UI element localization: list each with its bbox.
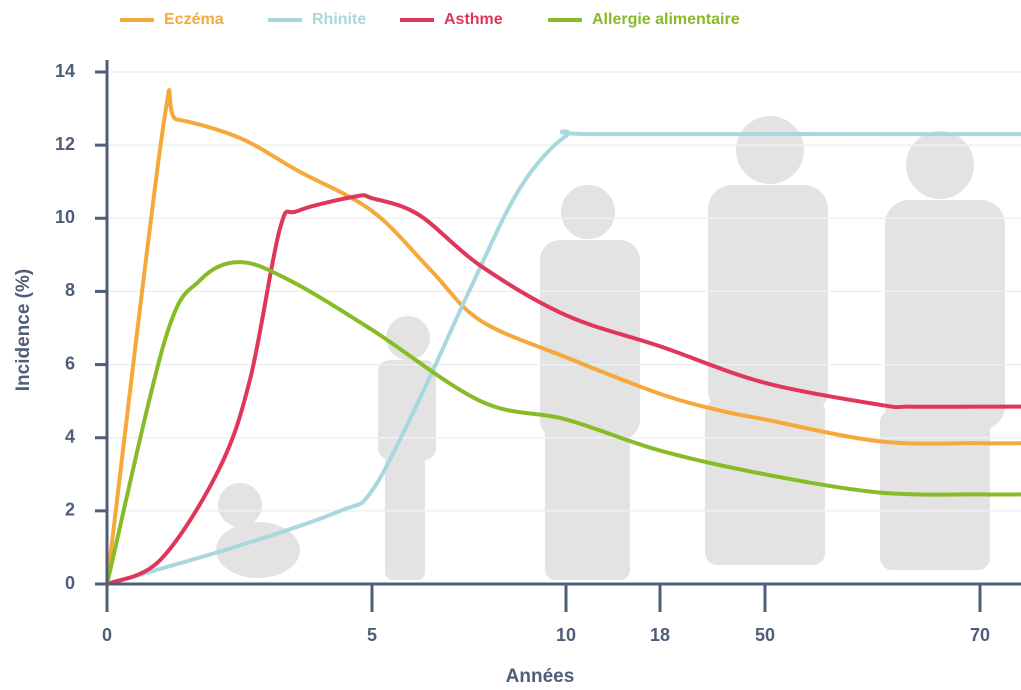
x-tick-label: 10 — [556, 625, 576, 645]
y-tick-label: 14 — [55, 61, 75, 81]
x-tick-label: 50 — [755, 625, 775, 645]
x-tick-label: 18 — [650, 625, 670, 645]
y-tick-label: 0 — [65, 573, 75, 593]
plot — [105, 88, 1021, 586]
legend-label: Rhinite — [312, 11, 366, 28]
x-axis-label: Années — [506, 666, 575, 687]
y-tick-label: 12 — [55, 134, 75, 154]
legend-label: Allergie alimentaire — [592, 11, 740, 28]
y-tick-label: 6 — [65, 353, 75, 373]
y-tick-label: 2 — [65, 500, 75, 520]
x-tick-label: 70 — [970, 625, 990, 645]
line — [105, 88, 1021, 585]
x-tick-label: 0 — [102, 625, 112, 645]
line — [106, 193, 1021, 586]
legend: Eczéma Rhinite Asthme Allergie alimentaire — [120, 11, 740, 28]
y-tick-label: 10 — [55, 207, 75, 227]
line — [106, 129, 1021, 586]
axes: 0 2 4 6 8 10 12 14 0 5 10 18 50 70 — [55, 60, 1021, 645]
y-tick-label: 4 — [65, 426, 75, 446]
line — [105, 260, 1021, 585]
x-tick-label: 5 — [367, 625, 377, 645]
y-tick-label: 8 — [65, 280, 75, 300]
y-axis-label: Incidence (%) — [13, 269, 34, 391]
legend-label: Asthme — [444, 11, 503, 28]
legend-label: Eczéma — [164, 11, 224, 28]
